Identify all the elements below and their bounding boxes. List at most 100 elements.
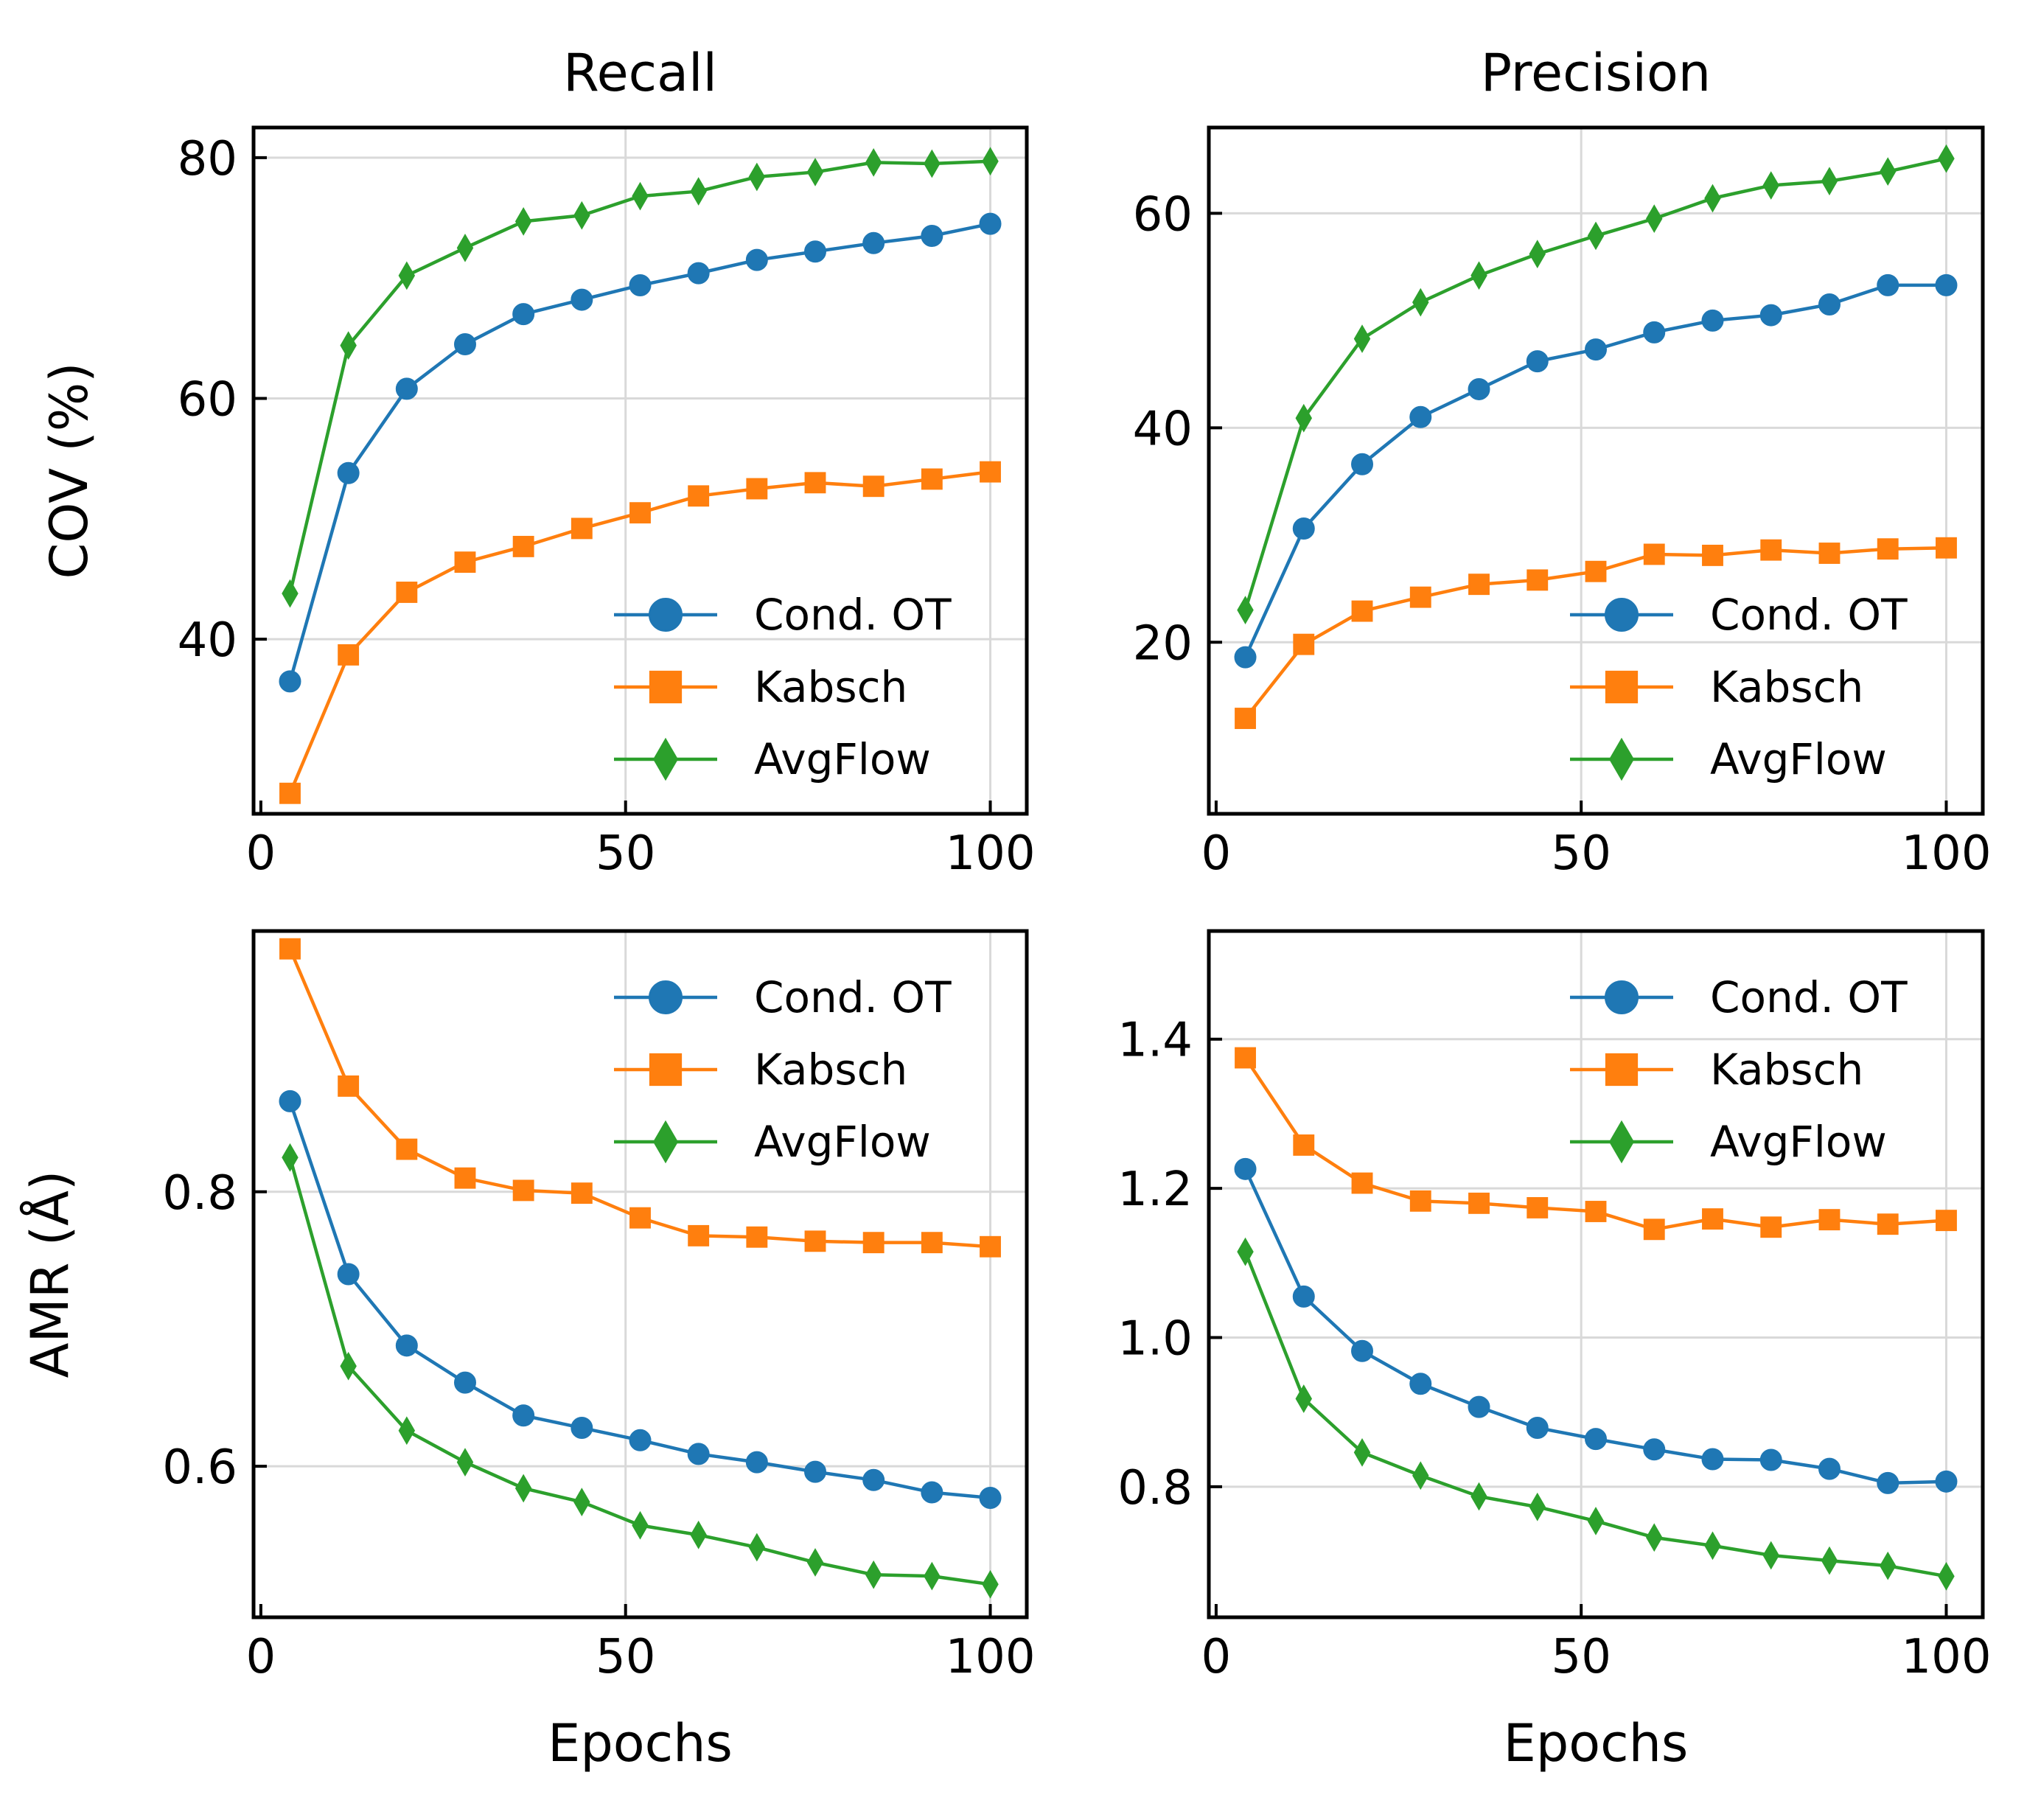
legend-marker-kabsch (649, 670, 683, 704)
data-point-avgflow (1529, 1492, 1546, 1521)
data-point-avgflow (1295, 403, 1313, 433)
data-point-avgflow (1529, 240, 1546, 269)
x-tick-label: 50 (596, 826, 655, 881)
x-tick-label: 0 (246, 1630, 276, 1684)
data-point-avgflow (340, 1351, 357, 1381)
data-point-cond-ot (512, 1404, 535, 1427)
data-point-avgflow (514, 207, 532, 236)
x-tick-label: 0 (246, 826, 276, 881)
data-point-cond-ot (1409, 405, 1432, 428)
legend-marker-avgflow (653, 737, 678, 781)
legend-label: Kabsch (754, 1045, 907, 1095)
y-tick-label: 0.8 (1117, 1461, 1193, 1516)
data-point-kabsch (279, 782, 301, 804)
legend-item-avgflow: AvgFlow (614, 1117, 931, 1167)
data-point-cond-ot (1759, 304, 1782, 327)
data-point-cond-ot (279, 670, 301, 693)
data-point-cond-ot (1351, 1339, 1374, 1362)
data-point-avgflow (806, 158, 824, 186)
data-point-kabsch (338, 1075, 360, 1097)
data-point-kabsch (688, 485, 710, 507)
y-tick-label: 1.2 (1117, 1162, 1193, 1217)
plot-frame (251, 929, 1029, 1619)
legend-marker-cond-ot (649, 598, 683, 632)
data-point-cond-ot (979, 1487, 1002, 1510)
series-kabsch (279, 938, 1001, 1258)
data-point-kabsch (1235, 1047, 1256, 1069)
data-point-kabsch (1643, 1218, 1665, 1241)
plot-frame (1207, 125, 1985, 816)
data-point-cond-ot (804, 240, 827, 263)
data-point-avgflow (1762, 1541, 1779, 1570)
data-point-avgflow (573, 201, 590, 230)
x-tick-label: 50 (1551, 1630, 1611, 1684)
x-tick-label: 0 (1201, 826, 1232, 881)
y-tick-label: 0.6 (162, 1440, 237, 1495)
data-point-kabsch (1527, 1196, 1549, 1218)
data-point-kabsch (1468, 573, 1490, 596)
subplot-title: Recall (563, 43, 717, 103)
legend-item-kabsch: Kabsch (1570, 662, 1863, 712)
x-axis-label: Epochs (1504, 1713, 1689, 1774)
data-point-kabsch (629, 502, 651, 524)
data-point-kabsch (980, 1235, 1001, 1258)
data-point-avgflow (1704, 1531, 1721, 1561)
legend: Cond. OT Kabsch AvgFlow (1570, 590, 1908, 784)
data-point-kabsch (862, 475, 885, 498)
data-point-avgflow (1237, 596, 1254, 624)
data-point-kabsch (1527, 569, 1549, 591)
data-point-avgflow (1237, 1237, 1254, 1266)
x-tick-label: 50 (596, 1630, 655, 1684)
data-point-avgflow (1821, 1546, 1838, 1575)
legend-marker-kabsch (649, 1053, 683, 1087)
data-point-avgflow (1821, 167, 1838, 196)
data-point-avgflow (1470, 261, 1487, 290)
data-point-kabsch (396, 1138, 418, 1160)
legend-label: AvgFlow (754, 1117, 931, 1167)
series-kabsch (1235, 1047, 1957, 1241)
data-point-kabsch (1760, 1216, 1782, 1238)
legend-label: Kabsch (1710, 662, 1863, 712)
data-point-cond-ot (862, 1468, 885, 1491)
data-point-cond-ot (1292, 517, 1315, 540)
data-point-kabsch (1702, 1208, 1723, 1230)
data-point-avgflow (1295, 1384, 1313, 1413)
data-point-kabsch (804, 1230, 826, 1252)
data-point-cond-ot (453, 333, 476, 355)
series-avgflow (1237, 1237, 1955, 1591)
data-point-cond-ot (337, 461, 360, 484)
data-point-avgflow (1412, 1461, 1429, 1490)
data-point-cond-ot (745, 1451, 768, 1474)
legend-label: AvgFlow (1710, 734, 1887, 784)
y-tick-label: 40 (1133, 402, 1193, 456)
data-point-avgflow (514, 1474, 532, 1503)
legend-item-avgflow: AvgFlow (1570, 1117, 1887, 1167)
legend-marker-avgflow (1609, 1120, 1634, 1164)
series-kabsch (279, 461, 1001, 804)
data-point-cond-ot (1292, 1285, 1315, 1308)
series-cond-ot (1234, 273, 1958, 669)
legend-label: Cond. OT (754, 972, 952, 1022)
legend-item-cond-ot: Cond. OT (1570, 972, 1908, 1022)
legend: Cond. OT Kabsch AvgFlow (1570, 972, 1908, 1167)
data-point-kabsch (1585, 1201, 1607, 1222)
data-point-cond-ot (337, 1263, 360, 1286)
data-point-avgflow (1353, 1438, 1371, 1467)
legend-label: Cond. OT (1710, 972, 1908, 1022)
data-point-kabsch (629, 1207, 651, 1229)
data-point-cond-ot (1818, 1457, 1841, 1480)
y-tick-label: 20 (1133, 616, 1193, 671)
data-point-avgflow (690, 177, 707, 206)
subplot-4: 0 50 100 0.8 1.0 1.2 1.4 Epochs Cond. OT Kabsch Av… (1117, 929, 1992, 1774)
legend: Cond. OT Kabsch AvgFlow (614, 590, 952, 784)
data-point-cond-ot (453, 1371, 476, 1394)
data-point-avgflow (1412, 287, 1429, 317)
data-point-kabsch (1760, 539, 1782, 561)
data-point-cond-ot (1935, 1470, 1958, 1493)
y-tick-label: 1.4 (1117, 1014, 1193, 1068)
data-point-avgflow (1470, 1482, 1487, 1511)
series-cond-ot (1234, 1157, 1958, 1494)
data-point-avgflow (282, 579, 299, 608)
data-point-kabsch (1235, 708, 1256, 729)
series-avgflow (282, 1143, 999, 1599)
